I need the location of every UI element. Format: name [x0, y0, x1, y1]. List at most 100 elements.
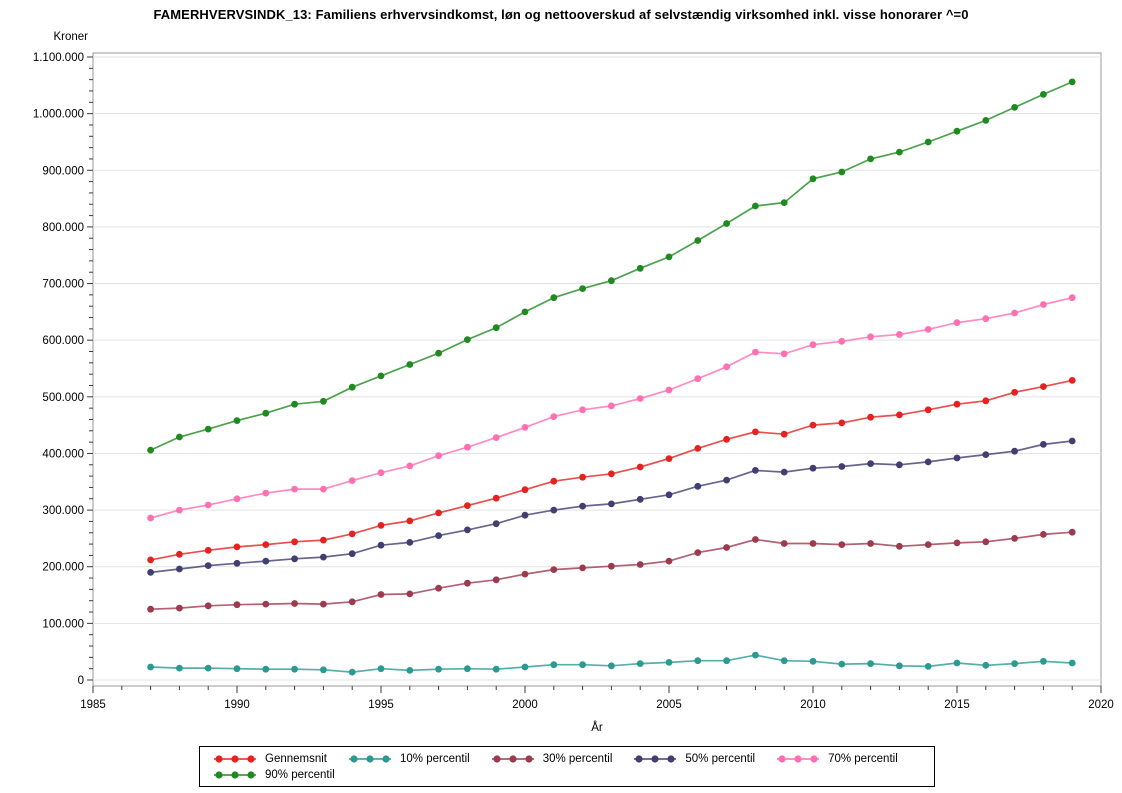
data-point-p50: [1068, 437, 1076, 445]
data-point-p90: [291, 400, 298, 408]
data-point-p30: [694, 549, 702, 556]
data-point-p50: [838, 463, 846, 470]
legend-item-p10: 10% percentil: [347, 753, 470, 765]
legend-marker-icon: [349, 755, 392, 763]
data-point-p10: [953, 659, 961, 667]
legend-marker-icon: [214, 755, 256, 763]
data-point-gennemsnit: [752, 428, 759, 436]
data-point-gennemsnit: [867, 413, 874, 421]
data-point-gennemsnit: [1011, 388, 1018, 396]
data-point-p50: [521, 511, 529, 519]
data-point-p30: [579, 564, 586, 572]
data-point-p70: [608, 402, 615, 410]
data-point-p90: [348, 383, 356, 391]
data-point-p70: [377, 469, 385, 477]
data-point-p50: [1011, 447, 1018, 455]
legend-item-p70: 70% percentil: [775, 753, 898, 765]
x-tick-label: 2005: [656, 699, 682, 711]
data-point-p30: [636, 561, 644, 568]
legend-item-p90: 90% percentil: [212, 769, 335, 781]
data-point-p30: [665, 557, 673, 565]
data-point-p10: [147, 663, 155, 671]
data-point-p10: [1068, 659, 1076, 667]
data-point-p50: [780, 468, 788, 476]
data-point-p10: [320, 666, 327, 674]
data-point-p90: [780, 199, 788, 207]
y-tick-label: 300.000: [42, 505, 84, 517]
data-point-p10: [723, 657, 730, 665]
data-point-p10: [838, 660, 846, 668]
data-point-p50: [435, 532, 442, 539]
plot-frame: [92, 52, 1102, 687]
legend-label: 10% percentil: [400, 753, 470, 765]
data-point-p90: [636, 264, 644, 272]
data-point-p90: [924, 138, 932, 146]
legend-label: 70% percentil: [828, 753, 898, 765]
data-point-p70: [1011, 309, 1018, 317]
data-point-p30: [492, 576, 500, 584]
data-point-p90: [492, 324, 500, 332]
data-point-p30: [982, 538, 990, 546]
data-point-p70: [896, 331, 903, 338]
data-point-p50: [579, 502, 586, 510]
data-point-p50: [176, 565, 183, 573]
data-point-p50: [406, 539, 414, 546]
data-point-gennemsnit: [320, 536, 327, 544]
plot-area: 0 100.000 200.000 300.000 400.000 500.000 600.…: [33, 52, 1114, 711]
data-point-p90: [320, 397, 327, 405]
y-tick-label: 400.000: [42, 448, 84, 460]
data-point-p30: [1011, 535, 1018, 542]
data-point-gennemsnit: [780, 430, 788, 438]
chart-title: FAMERHVERVSINDK_13: Familiens erhvervsin…: [153, 7, 969, 22]
data-point-p30: [809, 540, 817, 547]
data-point-p30: [780, 540, 788, 547]
data-point-p70: [867, 333, 874, 341]
data-point-gennemsnit: [665, 455, 673, 462]
data-point-p10: [924, 663, 932, 670]
data-point-p50: [348, 550, 356, 558]
data-point-p90: [435, 349, 442, 357]
data-point-p30: [953, 539, 961, 547]
y-tick-label: 1.000.000: [33, 109, 84, 121]
data-point-gennemsnit: [406, 517, 414, 525]
data-point-p10: [809, 657, 817, 665]
y-tick-label: 0: [78, 675, 84, 687]
data-point-p10: [896, 662, 903, 670]
data-point-p50: [636, 495, 644, 503]
data-point-p30: [262, 600, 270, 608]
data-point-p30: [406, 590, 414, 598]
legend-item-p50: 50% percentil: [632, 753, 755, 765]
data-point-p10: [406, 667, 414, 674]
data-point-p50: [809, 464, 817, 472]
data-point-p70: [291, 485, 298, 493]
data-point-gennemsnit: [982, 397, 990, 405]
data-point-p50: [694, 482, 702, 490]
data-point-p30: [204, 602, 212, 610]
x-axis-title: År: [591, 721, 603, 734]
data-point-gennemsnit: [377, 522, 385, 529]
data-point-p70: [752, 348, 759, 356]
data-point-p70: [204, 501, 212, 509]
data-point-p90: [752, 202, 759, 210]
x-tick-label: 2015: [944, 699, 970, 711]
data-point-p50: [204, 562, 212, 569]
data-point-p50: [262, 557, 270, 565]
data-point-p30: [867, 540, 874, 547]
plot-svg: Kroner År 0 100.000 200.000 300.000 400.000 5…: [33, 31, 1114, 734]
data-point-p90: [579, 285, 586, 292]
y-tick-label: 100.000: [42, 618, 84, 630]
data-point-p70: [838, 337, 846, 345]
data-point-p30: [320, 600, 327, 608]
data-point-p10: [233, 665, 241, 673]
data-point-gennemsnit: [550, 477, 558, 485]
data-point-p50: [233, 559, 241, 567]
data-point-p70: [521, 424, 529, 431]
legend: Gennemsnit 10% percentil 30% percentil 50% …: [199, 746, 935, 787]
data-point-p90: [809, 175, 817, 183]
y-tick-label: 1.100.000: [33, 52, 84, 64]
data-point-gennemsnit: [953, 400, 961, 408]
data-point-gennemsnit: [464, 502, 471, 509]
data-point-gennemsnit: [492, 494, 500, 502]
legend-marker-icon: [491, 755, 534, 763]
data-point-gennemsnit: [291, 538, 298, 546]
